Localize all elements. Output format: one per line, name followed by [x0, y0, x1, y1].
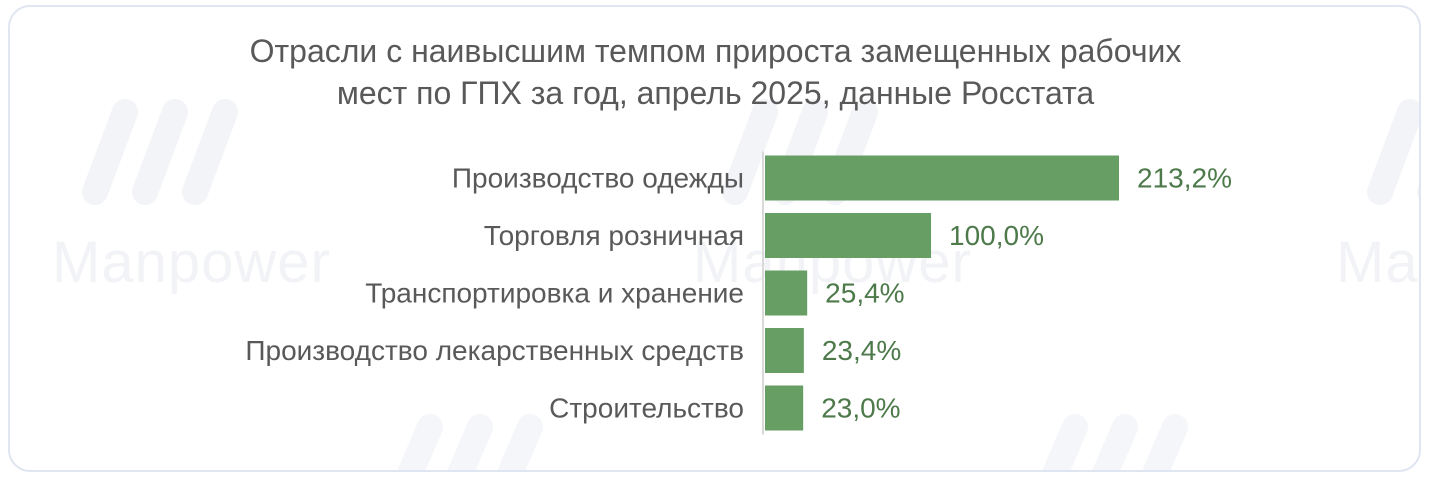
bar: [765, 270, 808, 316]
data-label: 213,2%: [1137, 163, 1232, 194]
manpower-watermark-left: Manpower: [52, 230, 331, 295]
category-label: Торговля розничная: [484, 220, 744, 251]
chart-title: Отрасли с наивысшим темпом прироста заме…: [0, 30, 1431, 114]
bar: [765, 328, 804, 373]
data-label: 25,4%: [825, 278, 904, 309]
bar: [765, 155, 1119, 201]
data-label: 23,4%: [822, 335, 901, 366]
data-label: 100,0%: [949, 220, 1044, 251]
category-label: Производство лекарственных средств: [245, 335, 744, 366]
chart-card: Manpower Manpower Manpower: [8, 5, 1421, 472]
bar: [765, 213, 932, 258]
manpower-logo-watermark-bottom-right: [1042, 414, 1188, 470]
chart-title-line-2: мест по ГПХ за год, апрель 2025, данные …: [336, 75, 1095, 111]
category-label: Транспортировка и хранение: [365, 278, 744, 309]
data-label: 23,0%: [821, 393, 900, 424]
category-label: Строительство: [549, 393, 744, 424]
manpower-logo-watermark-right: [1367, 99, 1419, 205]
category-label: Производство одежды: [452, 163, 744, 194]
chart-title-line-1: Отрасли с наивысшим темпом прироста заме…: [249, 33, 1182, 69]
bar: [765, 385, 804, 431]
manpower-logo-watermark-left: [82, 99, 238, 205]
manpower-watermark-right: Manpower: [1336, 230, 1419, 295]
manpower-logo-watermark-bottom-left: [397, 414, 543, 470]
